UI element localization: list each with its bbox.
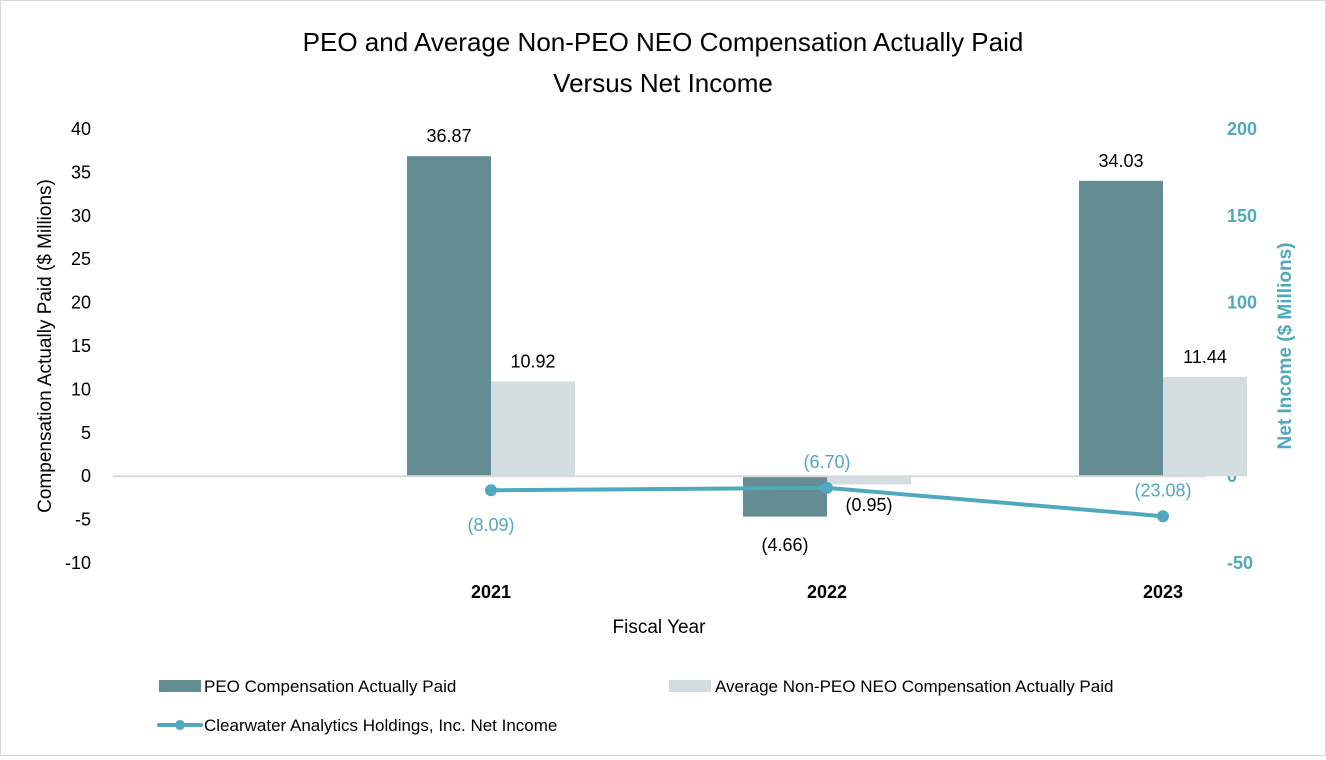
x-tick-label: 2023: [1143, 582, 1183, 602]
y-axis-label: Compensation Actually Paid ($ Millions): [35, 179, 56, 513]
net-income-label: (6.70): [803, 452, 850, 472]
y-tick-label: -10: [65, 553, 91, 573]
y-tick-label: 0: [81, 466, 91, 486]
legend-label-net-income: Clearwater Analytics Holdings, Inc. Net …: [204, 716, 557, 735]
legend-marker-net-income: [175, 720, 185, 730]
data-label: 11.44: [1183, 347, 1227, 367]
y-tick-label: 30: [71, 206, 91, 226]
x-tick-label: 2022: [807, 582, 847, 602]
legend-swatch-peo: [159, 680, 201, 692]
y2-tick-label: -50: [1227, 553, 1253, 573]
net-income-point: [1157, 510, 1169, 523]
bar-non-peo: [491, 381, 575, 477]
y2-tick-label: 200: [1227, 119, 1257, 139]
y-tick-label: 25: [71, 249, 91, 269]
y2-tick-label: 100: [1227, 293, 1257, 313]
net-income-label: (23.08): [1134, 480, 1191, 500]
chart-title-line-1: PEO and Average Non-PEO NEO Compensation…: [303, 27, 1024, 57]
bar-non-peo: [827, 476, 911, 485]
data-label: 10.92: [510, 351, 555, 371]
y-tick-label: 10: [71, 379, 91, 399]
data-label: (0.95): [845, 495, 892, 515]
data-label: 34.03: [1098, 151, 1143, 171]
x-axis-label: Fiscal Year: [613, 617, 707, 638]
bar-peo: [1079, 180, 1163, 477]
y2-tick-label: 0: [1227, 466, 1237, 486]
data-label: (4.66): [761, 535, 808, 555]
legend: PEO Compensation Actually Paid Average N…: [157, 677, 1113, 735]
y-tick-label: 20: [71, 293, 91, 313]
y-tick-label: 40: [71, 119, 91, 139]
data-label: 36.87: [426, 126, 471, 146]
y-tick-label: 35: [71, 162, 91, 182]
y-tick-label: -5: [75, 510, 91, 530]
legend-label-peo: PEO Compensation Actually Paid: [204, 677, 456, 696]
bar-non-peo: [1163, 376, 1247, 477]
bar-peo: [407, 156, 491, 477]
y-tick-label: 15: [71, 336, 91, 356]
y-tick-label: 5: [81, 423, 91, 443]
net-income-point: [821, 481, 833, 494]
x-tick-label: 2021: [471, 582, 511, 602]
net-income-label: (8.09): [467, 515, 514, 535]
chart-title-line-2: Versus Net Income: [553, 68, 773, 98]
net-income-point: [485, 484, 497, 497]
legend-swatch-non-peo: [669, 680, 711, 692]
bar-peo: [743, 476, 827, 517]
y2-tick-label: 150: [1227, 206, 1257, 226]
y2-axis-label: Net Income ($ Millions): [1275, 243, 1296, 450]
legend-label-non-peo: Average Non-PEO NEO Compensation Actuall…: [715, 677, 1113, 696]
